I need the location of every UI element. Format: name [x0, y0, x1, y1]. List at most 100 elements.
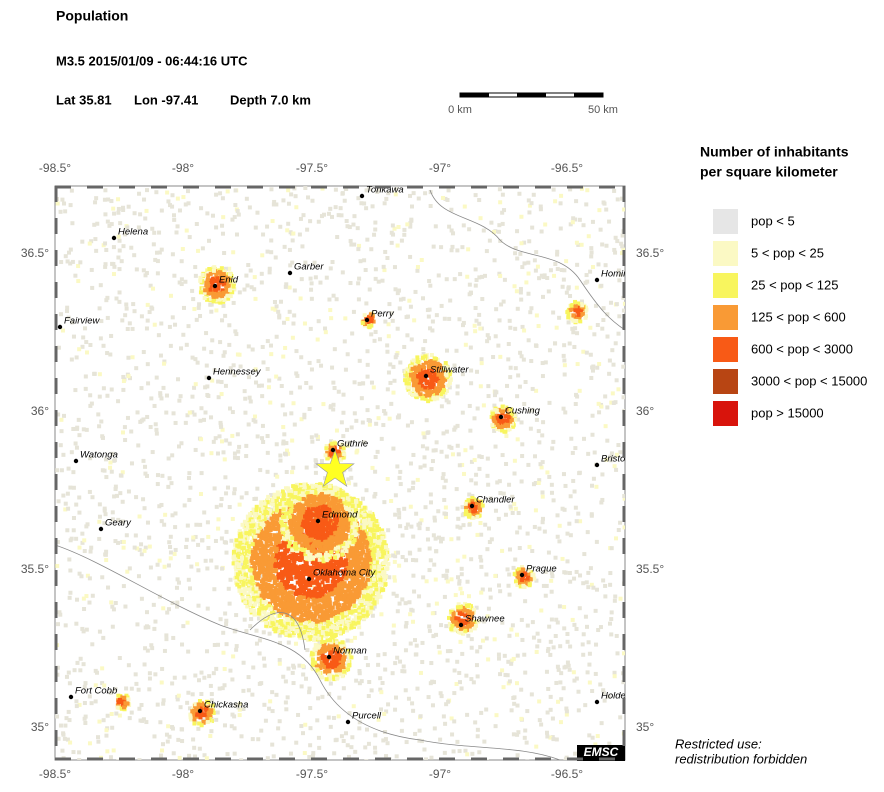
pixel — [234, 644, 239, 649]
pixel — [89, 701, 94, 706]
pixel — [342, 582, 347, 587]
pixel — [77, 495, 82, 500]
pixel — [287, 566, 292, 571]
pixel — [367, 562, 372, 567]
pixel — [342, 198, 347, 203]
pixel — [426, 695, 431, 700]
pixel — [463, 748, 468, 753]
pixel — [308, 614, 313, 619]
pixel — [58, 723, 63, 728]
pixel — [552, 273, 557, 278]
pixel — [285, 316, 290, 321]
pixel — [161, 698, 166, 703]
pixel — [64, 716, 69, 721]
pixel — [387, 416, 392, 421]
pixel — [589, 513, 594, 518]
pixel — [247, 512, 252, 517]
pixel — [486, 384, 491, 389]
pixel — [457, 463, 462, 468]
pixel — [507, 592, 512, 597]
pixel — [473, 267, 478, 272]
pixel — [525, 759, 530, 760]
pixel — [555, 513, 560, 518]
pixel — [196, 603, 201, 608]
pixel — [368, 583, 373, 588]
pixel — [143, 625, 148, 630]
pixel — [515, 632, 520, 637]
pixel — [380, 278, 385, 283]
pixel — [314, 596, 319, 601]
pixel — [343, 558, 348, 563]
pixel — [498, 354, 503, 359]
pixel — [270, 742, 275, 747]
pixel — [547, 474, 552, 479]
pixel — [151, 242, 156, 247]
pixel — [154, 190, 159, 195]
pixel — [385, 349, 390, 354]
pixel — [348, 591, 353, 596]
pixel — [562, 343, 567, 348]
pixel — [609, 610, 614, 615]
pixel — [527, 544, 532, 549]
pixel — [59, 312, 64, 317]
pixel — [308, 743, 313, 748]
pixel — [327, 691, 332, 696]
pixel — [596, 262, 601, 267]
pixel — [331, 293, 336, 298]
pixel — [561, 472, 566, 477]
pixel — [65, 259, 70, 264]
pixel — [356, 608, 361, 613]
pixel — [100, 434, 105, 439]
pixel — [452, 427, 457, 432]
pixel — [388, 380, 393, 385]
pixel — [567, 521, 572, 526]
pixel — [396, 550, 401, 555]
pixel — [452, 668, 457, 673]
pixel — [266, 522, 271, 527]
pixel — [155, 473, 160, 478]
pixel — [308, 726, 313, 731]
pixel — [250, 692, 255, 697]
pixel — [240, 531, 245, 536]
pixel — [283, 548, 288, 553]
pixel — [492, 258, 497, 263]
pixel — [359, 605, 364, 610]
pixel — [511, 732, 516, 737]
pixel — [461, 523, 466, 528]
pixel — [614, 302, 619, 307]
pixel — [347, 603, 352, 608]
pixel — [285, 573, 290, 578]
pixel — [314, 565, 319, 570]
pixel — [467, 492, 472, 497]
pixel — [287, 590, 292, 595]
pixel — [612, 598, 617, 603]
pixel — [475, 406, 480, 411]
pixel — [256, 611, 261, 616]
pixel — [110, 261, 115, 266]
pixel — [285, 695, 290, 700]
pixel — [361, 613, 366, 618]
pixel — [357, 720, 362, 725]
pixel — [278, 453, 283, 458]
pixel — [364, 206, 369, 211]
pixel — [303, 676, 308, 681]
pixel — [383, 737, 388, 742]
pixel — [574, 392, 579, 397]
pixel — [473, 481, 478, 486]
pixel — [127, 566, 132, 571]
pixel — [253, 496, 258, 501]
pixel — [385, 343, 390, 348]
pixel — [459, 686, 464, 691]
pixel — [244, 454, 249, 459]
pixel — [216, 642, 221, 647]
pixel — [408, 221, 413, 226]
pixel — [155, 562, 160, 567]
pixel — [433, 448, 438, 453]
pixel — [394, 754, 399, 759]
pixel — [486, 482, 491, 487]
pixel — [622, 301, 625, 306]
pixel — [68, 590, 73, 595]
pixel — [260, 507, 265, 512]
pixel — [319, 458, 324, 463]
pixel — [390, 223, 395, 228]
